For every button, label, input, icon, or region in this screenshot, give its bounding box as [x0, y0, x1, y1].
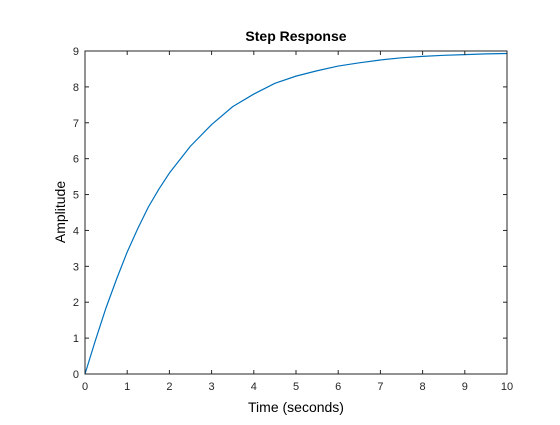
- x-tick-label: 6: [335, 381, 341, 393]
- x-tick-label: 0: [82, 381, 88, 393]
- y-tick-label: 3: [73, 261, 79, 273]
- x-axis-label: Time (seconds): [248, 399, 344, 415]
- x-tick-label: 8: [420, 381, 426, 393]
- chart-title: Step Response: [245, 28, 346, 44]
- y-axis-label: Amplitude: [52, 181, 68, 243]
- x-tick-label: 10: [501, 381, 513, 393]
- y-tick-label: 9: [73, 46, 79, 58]
- x-tick-label: 4: [251, 381, 257, 393]
- y-tick-label: 7: [73, 118, 79, 130]
- y-tick-label: 6: [73, 154, 79, 166]
- x-tick-label: 3: [209, 381, 215, 393]
- step-response-line: [84, 52, 508, 375]
- y-tick-label: 5: [73, 190, 79, 202]
- x-tick-label: 1: [124, 381, 130, 393]
- x-tick-label: 5: [293, 381, 299, 393]
- plot-area: [85, 51, 507, 374]
- x-tick-label: 2: [166, 381, 172, 393]
- y-tick-label: 0: [73, 369, 79, 381]
- x-tick-label: 7: [377, 381, 383, 393]
- y-tick-label: 1: [73, 333, 79, 345]
- ticks-layer: 0 1 2 3 4 5 6 7 8 9 10 0 1 2 3 4 5 6 7 8 9: [73, 46, 513, 393]
- x-tick-label: 9: [462, 381, 468, 393]
- series-layer: [84, 52, 508, 375]
- y-tick-label: 2: [73, 297, 79, 309]
- y-tick-label: 4: [73, 225, 79, 237]
- y-tick-label: 8: [73, 82, 79, 94]
